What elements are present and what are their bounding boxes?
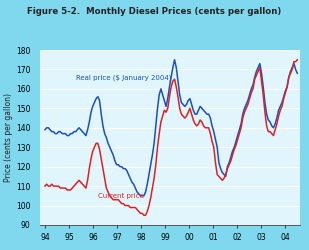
Text: Figure 5-2.  Monthly Diesel Prices (cents per gallon): Figure 5-2. Monthly Diesel Prices (cents… (28, 8, 281, 16)
Y-axis label: Price (cents per gallon): Price (cents per gallon) (4, 93, 13, 182)
Text: Current price: Current price (98, 193, 144, 199)
Text: Real price ($ January 2004): Real price ($ January 2004) (76, 74, 172, 81)
